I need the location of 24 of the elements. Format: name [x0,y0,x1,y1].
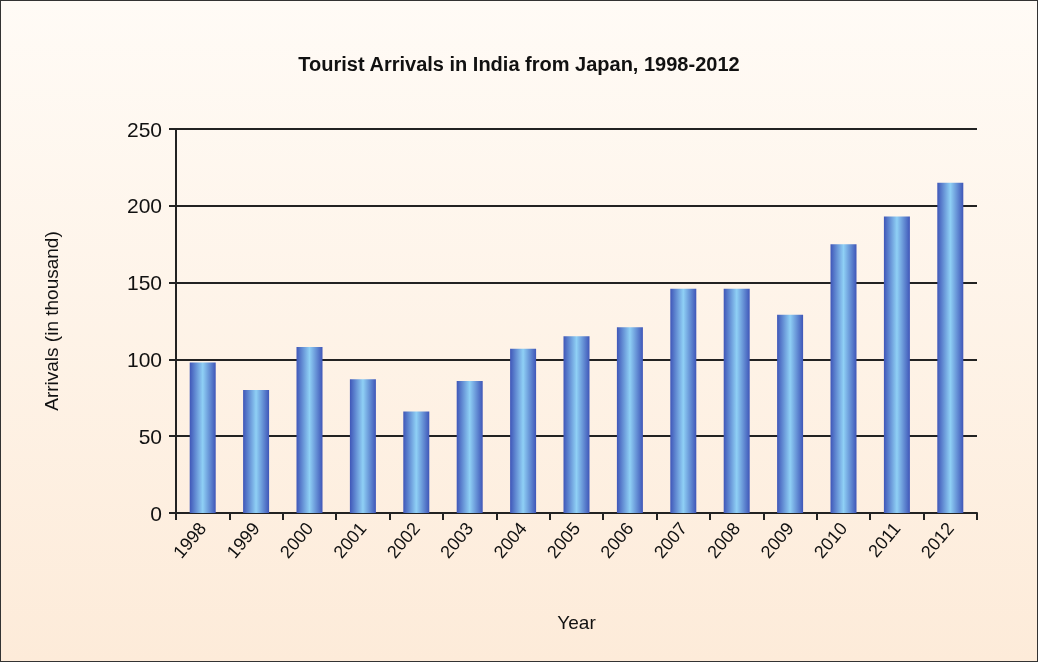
y-axis-title: Arrivals (in thousand) [41,231,62,411]
bar [563,336,590,513]
y-tick-label: 150 [126,271,162,295]
bar [403,411,430,513]
y-tick-label: 0 [150,501,162,525]
bar [243,390,270,513]
y-tick-label: 250 [126,117,162,141]
bar [349,379,376,513]
bar [510,348,537,513]
bar [937,182,964,513]
x-axis-title: Year [557,612,597,633]
bar [883,216,910,513]
y-tick-label: 50 [138,424,162,448]
bar [670,288,697,513]
bar [296,347,323,513]
bar [723,288,750,513]
y-tick-label: 100 [126,347,162,371]
y-tick-label: 200 [126,194,162,218]
bar [777,314,804,513]
chart-title: Tourist Arrivals in India from Japan, 1998-2012 [298,53,740,75]
bar [189,362,216,513]
bar [830,244,857,513]
bar [616,327,643,513]
bar [456,380,483,513]
